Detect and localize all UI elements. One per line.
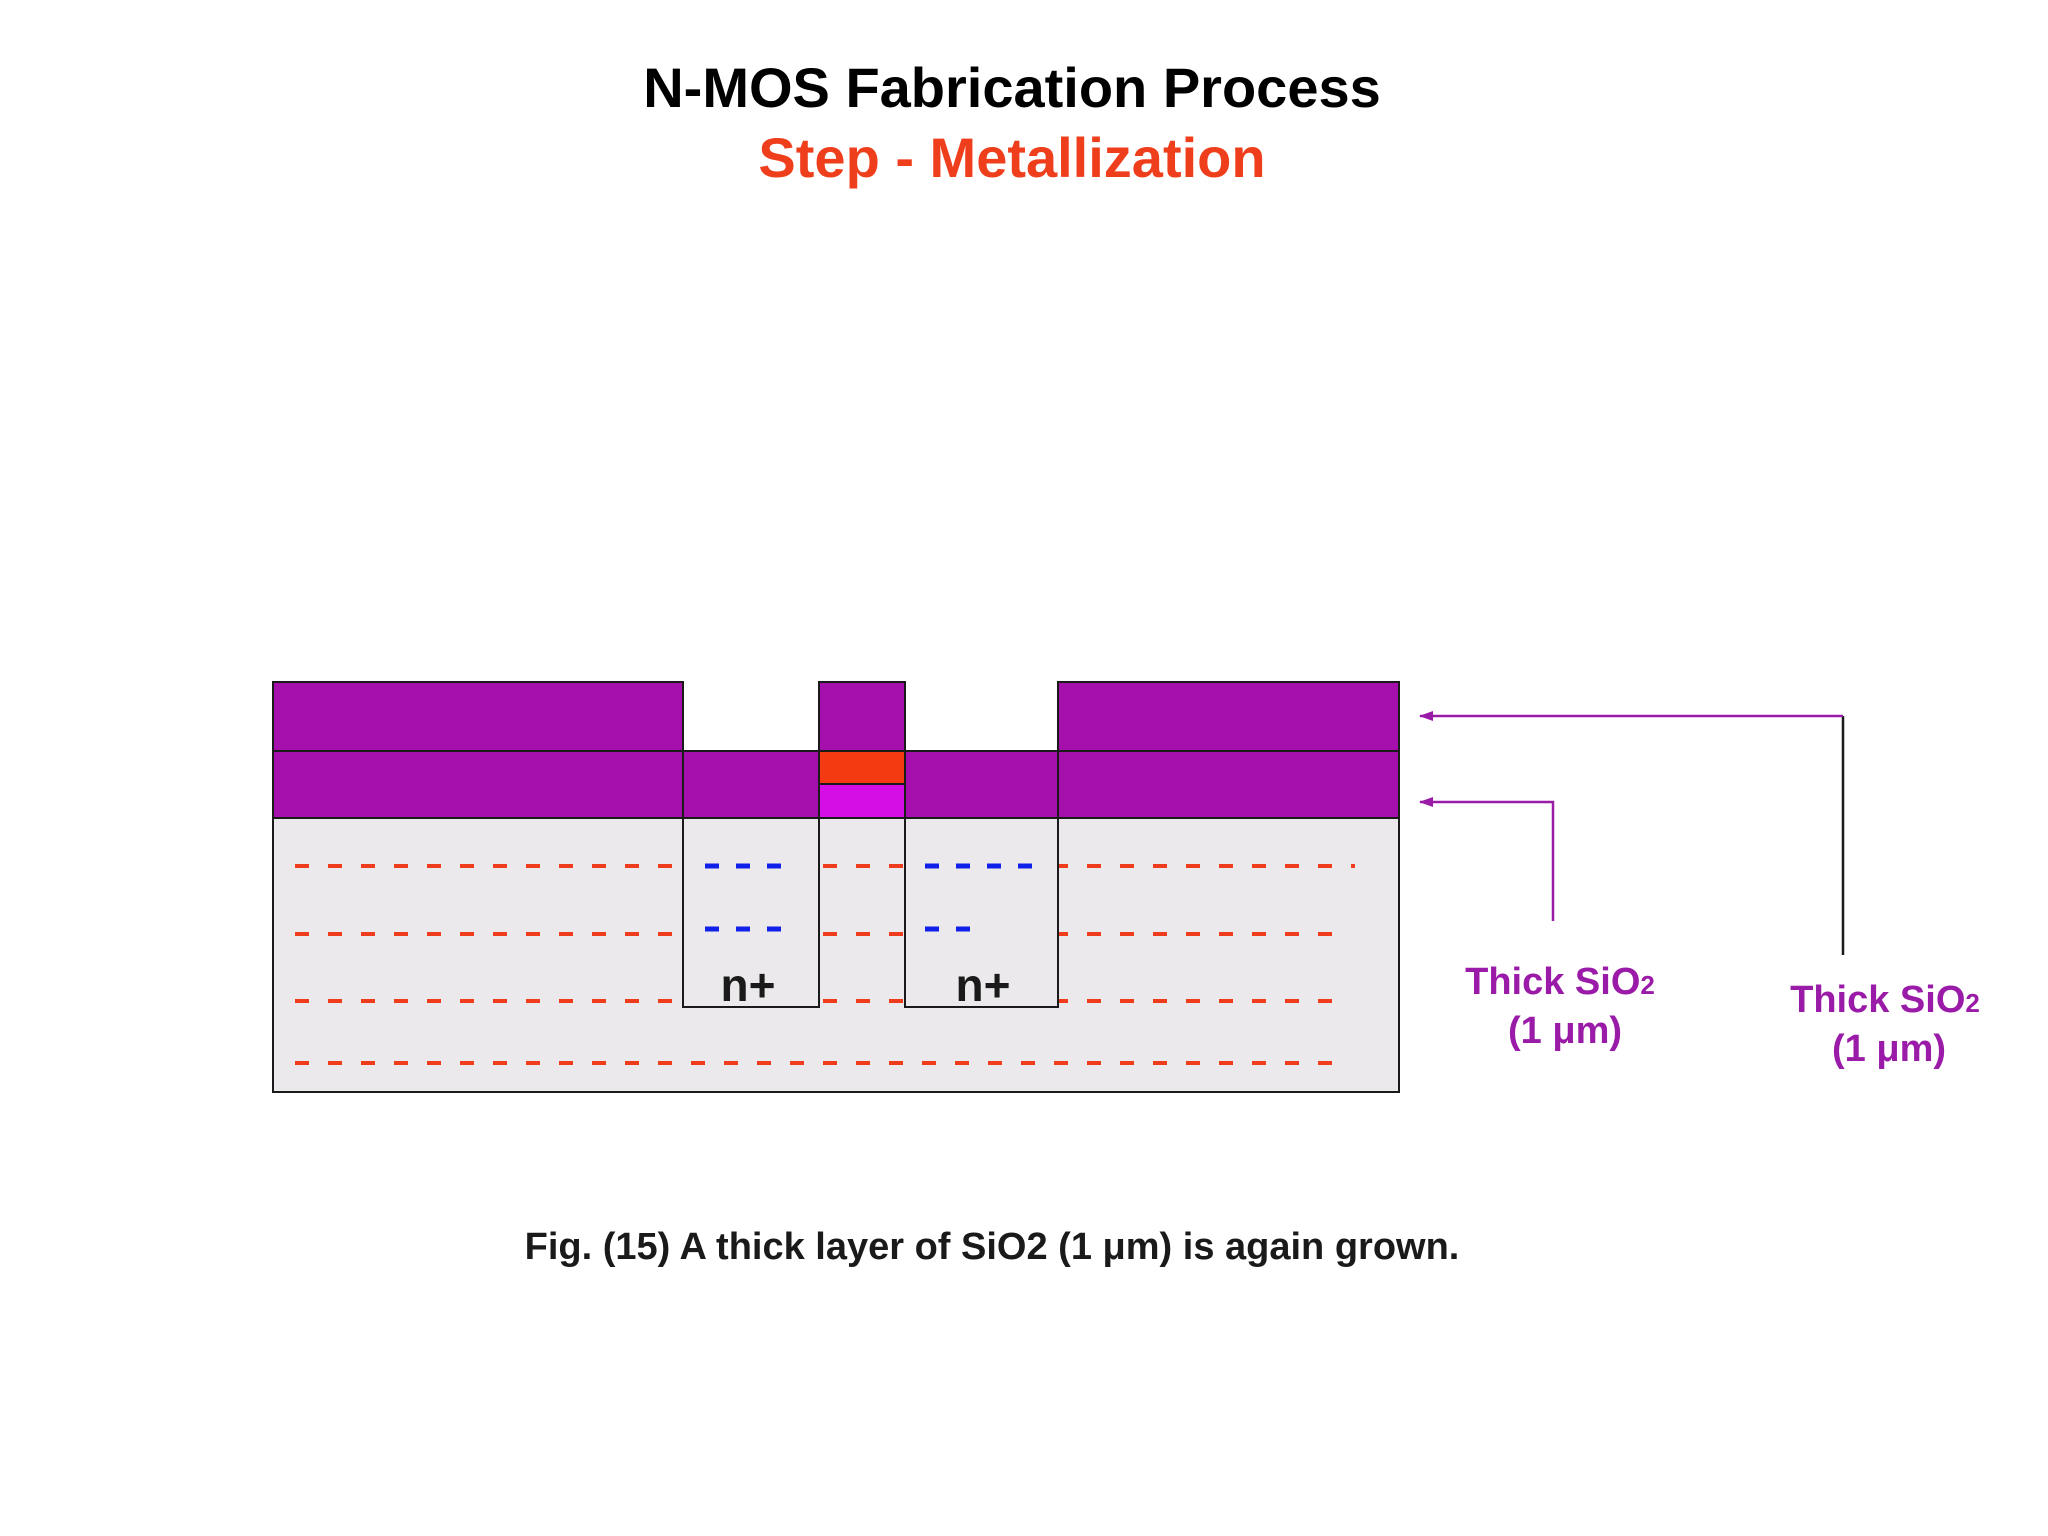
gate-oxide — [818, 783, 906, 819]
upper-oxide-left — [272, 681, 684, 752]
callout-upper-oxide-line1: Thick SiO2 — [1790, 979, 1980, 1021]
callout-leader-upper — [1419, 711, 1845, 955]
lower-oxide-drain — [904, 750, 1059, 819]
figure-caption: Fig. (15) A thick layer of SiO2 (1 μm) i… — [524, 1226, 1460, 1268]
callout-upper-oxide-main: Thick SiO — [1790, 979, 1965, 1021]
slide-title: N-MOS Fabrication Process — [643, 56, 1381, 119]
lower-oxide-right — [1057, 750, 1400, 819]
drain-region-label: n+ — [956, 959, 1011, 1011]
callout-lower-oxide-line2: (1 μm) — [1508, 1010, 1622, 1052]
acceptor-dashes — [295, 864, 1355, 1065]
lower-oxide-left — [272, 750, 684, 819]
n-plus-drain-region — [904, 817, 1059, 1008]
source-region-label: n+ — [721, 959, 776, 1011]
callout-upper-oxide-line2: (1 μm) — [1832, 1028, 1946, 1070]
callout-lower-oxide-main: Thick SiO — [1465, 961, 1640, 1003]
donor-dashes — [705, 863, 1040, 932]
n-plus-source-region — [682, 817, 820, 1008]
gate-polysilicon — [818, 750, 906, 785]
lower-oxide-source — [682, 750, 820, 819]
upper-oxide-right — [1057, 681, 1400, 752]
callout-upper-oxide-sub: 2 — [1965, 988, 1979, 1018]
callout-lower-oxide-line1: Thick SiO2 — [1465, 961, 1655, 1003]
callout-leader-lower — [1419, 797, 1555, 921]
callout-lower-oxide-sub: 2 — [1640, 970, 1654, 1000]
upper-oxide-gate — [818, 681, 906, 752]
slide-subtitle: Step - Metallization — [758, 126, 1266, 189]
p-substrate — [272, 817, 1400, 1093]
